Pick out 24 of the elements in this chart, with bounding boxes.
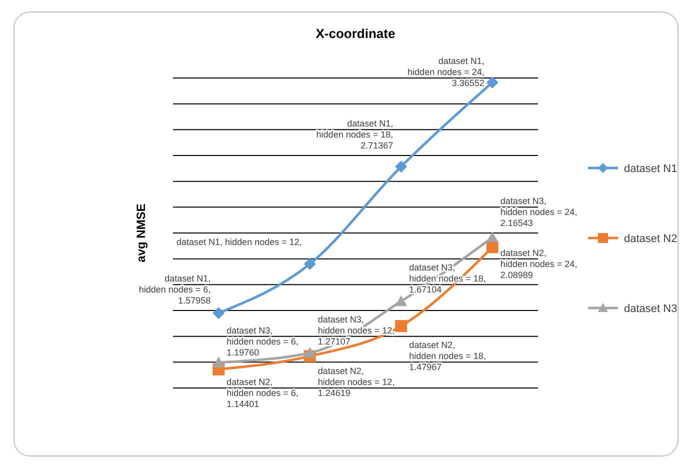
data-label: dataset N2, hidden nodes = 12, 1.24619 — [318, 366, 395, 398]
legend-label: dataset N3 — [624, 302, 678, 315]
legend-label: dataset N1 — [624, 162, 678, 175]
point — [212, 356, 225, 368]
point — [395, 160, 408, 173]
point — [486, 231, 498, 242]
point — [395, 320, 408, 332]
point — [212, 307, 225, 320]
y-axis-title: avg NMSE — [134, 204, 148, 262]
point — [395, 295, 408, 306]
chart-title: X-coordinate — [316, 26, 396, 41]
data-label: dataset N1, hidden nodes = 18, 2.71367 — [316, 118, 394, 151]
data-label: dataset N1, hidden nodes = 6, 1.57958 — [138, 274, 211, 306]
data-label: dataset N3, hidden nodes = 24, 2.16543 — [500, 196, 578, 228]
data-label: dataset N2, hidden nodes = 6, 1.14401 — [226, 377, 298, 409]
legend-label: dataset N2 — [624, 232, 678, 245]
data-label: dataset N3, hidden nodes = 6, 1.19760 — [226, 325, 298, 358]
data-label: dataset N1, hidden nodes = 12, — [176, 236, 302, 247]
data-label: dataset N2, hidden nodes = 18, 1.47967 — [409, 340, 486, 372]
point — [486, 76, 498, 88]
point — [304, 346, 316, 358]
point — [304, 258, 316, 270]
data-label: dataset N1, hidden nodes = 24, 3.36552 — [408, 56, 484, 88]
data-label: dataset N2, hidden nodes = 24, 2.08989 — [500, 248, 578, 280]
